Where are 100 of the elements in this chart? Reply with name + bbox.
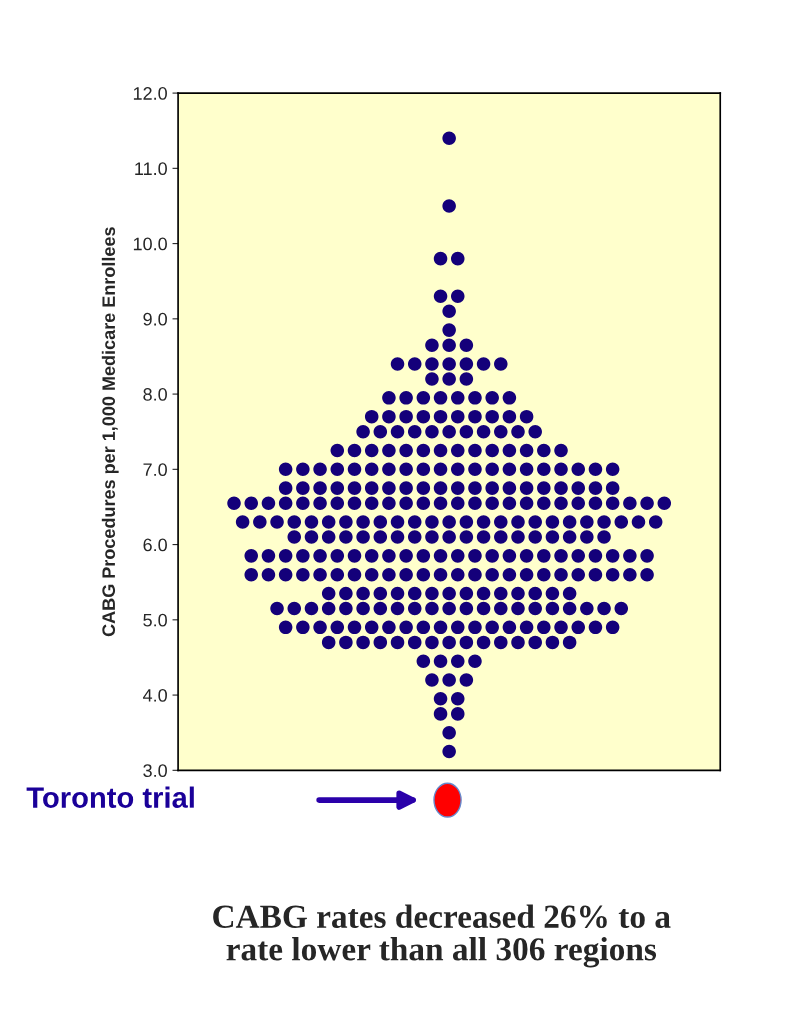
point [562, 586, 577, 601]
point [502, 620, 517, 635]
point [494, 357, 508, 371]
y-tick-label: 11.0 [135, 162, 167, 176]
point [494, 635, 508, 650]
point [588, 549, 603, 563]
point [261, 567, 276, 582]
point [605, 549, 620, 563]
point [468, 391, 482, 405]
point [347, 443, 362, 458]
point [330, 567, 345, 582]
point [416, 496, 431, 510]
point [416, 409, 431, 424]
point [425, 586, 439, 601]
point [442, 323, 456, 337]
point [528, 515, 542, 529]
point [287, 601, 302, 616]
point [451, 289, 465, 304]
point [416, 481, 431, 495]
point [580, 515, 594, 529]
point [537, 620, 551, 635]
point [476, 424, 491, 439]
point [425, 357, 439, 371]
point [313, 496, 327, 510]
point [562, 601, 577, 616]
text: CABG rates decreased 26% to a rate lower than all 306 regions [213, 904, 671, 968]
point [451, 567, 465, 582]
point [545, 515, 560, 529]
point [253, 515, 267, 529]
point [227, 496, 241, 510]
y-tick-label: 6.0 [143, 538, 167, 552]
point [399, 462, 413, 477]
point [433, 251, 448, 266]
point [442, 515, 456, 529]
point [313, 481, 327, 495]
y-tick-label: 4.0 [142, 689, 167, 702]
point [261, 549, 276, 563]
point [433, 620, 448, 635]
point [425, 338, 439, 352]
point [399, 443, 413, 458]
point [270, 515, 284, 529]
point [390, 357, 405, 371]
point [485, 567, 499, 582]
point [640, 567, 654, 582]
point [382, 620, 396, 635]
point [287, 530, 302, 544]
point [623, 549, 637, 563]
point [468, 496, 482, 510]
point [364, 409, 379, 424]
point [390, 635, 405, 650]
point [519, 496, 534, 510]
point [511, 601, 525, 616]
point [313, 549, 327, 563]
point [416, 391, 431, 405]
point [364, 496, 379, 510]
point [597, 601, 611, 616]
point [442, 635, 456, 650]
point [373, 515, 388, 529]
point [502, 549, 517, 563]
point [554, 567, 568, 582]
point [407, 530, 422, 544]
point [640, 496, 654, 510]
point [476, 515, 491, 529]
text: Toronto trial [26, 786, 194, 808]
point [451, 409, 465, 424]
point [339, 530, 353, 544]
point [321, 515, 336, 529]
point [485, 409, 499, 424]
point [511, 515, 525, 529]
point [459, 673, 474, 687]
point [407, 424, 422, 439]
point [537, 462, 551, 477]
point [451, 654, 465, 668]
point [356, 601, 370, 616]
point [459, 372, 474, 386]
point [494, 530, 508, 544]
point [519, 409, 534, 424]
point [399, 567, 413, 582]
point [425, 601, 439, 616]
point [459, 357, 474, 371]
point [278, 481, 293, 495]
point [614, 515, 629, 529]
point [416, 654, 431, 668]
point [399, 549, 413, 563]
point [537, 567, 551, 582]
y-tick-label: 5.0 [143, 613, 167, 627]
point [407, 586, 422, 601]
point [407, 357, 422, 371]
point [554, 496, 568, 510]
point [442, 199, 456, 213]
point [287, 515, 302, 529]
point [485, 620, 499, 635]
point [519, 567, 534, 582]
point [468, 549, 482, 563]
point [605, 462, 620, 477]
point [459, 424, 474, 439]
point [347, 567, 362, 582]
point [571, 496, 586, 510]
point [468, 654, 482, 668]
point [442, 530, 456, 544]
